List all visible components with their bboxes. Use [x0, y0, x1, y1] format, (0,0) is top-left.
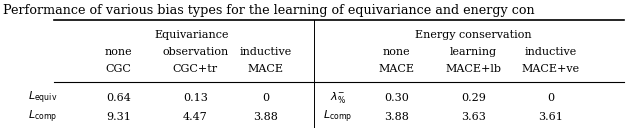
Text: 0: 0 [262, 93, 269, 103]
Text: inductive: inductive [524, 47, 577, 57]
Text: none: none [383, 47, 411, 57]
Text: inductive: inductive [239, 47, 292, 57]
Text: Equivariance: Equivariance [155, 30, 229, 40]
Text: 4.47: 4.47 [183, 112, 207, 122]
Text: MACE: MACE [248, 64, 284, 74]
Text: none: none [104, 47, 132, 57]
Text: 3.61: 3.61 [538, 112, 563, 122]
Text: 3.63: 3.63 [461, 112, 486, 122]
Text: CGC+tr: CGC+tr [173, 64, 218, 74]
Text: $L_{\mathrm{comp}}$: $L_{\mathrm{comp}}$ [28, 109, 58, 125]
Text: Performance of various bias types for the learning of equivariance and energy co: Performance of various bias types for th… [3, 4, 535, 18]
Text: 0: 0 [547, 93, 554, 103]
Text: observation: observation [162, 47, 228, 57]
Text: learning: learning [450, 47, 497, 57]
Text: 3.88: 3.88 [385, 112, 409, 122]
Text: 3.88: 3.88 [253, 112, 278, 122]
Text: 0.30: 0.30 [385, 93, 409, 103]
Text: 0.64: 0.64 [106, 93, 131, 103]
Text: $\lambda_{\%}^{-}$: $\lambda_{\%}^{-}$ [330, 90, 346, 105]
Text: $L_{\mathrm{equiv}}$: $L_{\mathrm{equiv}}$ [28, 90, 58, 106]
Text: Energy conservation: Energy conservation [415, 30, 532, 40]
Text: MACE: MACE [379, 64, 415, 74]
Text: MACE+ve: MACE+ve [522, 64, 579, 74]
Text: 0.29: 0.29 [461, 93, 486, 103]
Text: 0.13: 0.13 [183, 93, 207, 103]
Text: MACE+lb: MACE+lb [445, 64, 502, 74]
Text: CGC: CGC [106, 64, 131, 74]
Text: $L_{\mathrm{comp}}$: $L_{\mathrm{comp}}$ [323, 109, 353, 125]
Text: 9.31: 9.31 [106, 112, 131, 122]
